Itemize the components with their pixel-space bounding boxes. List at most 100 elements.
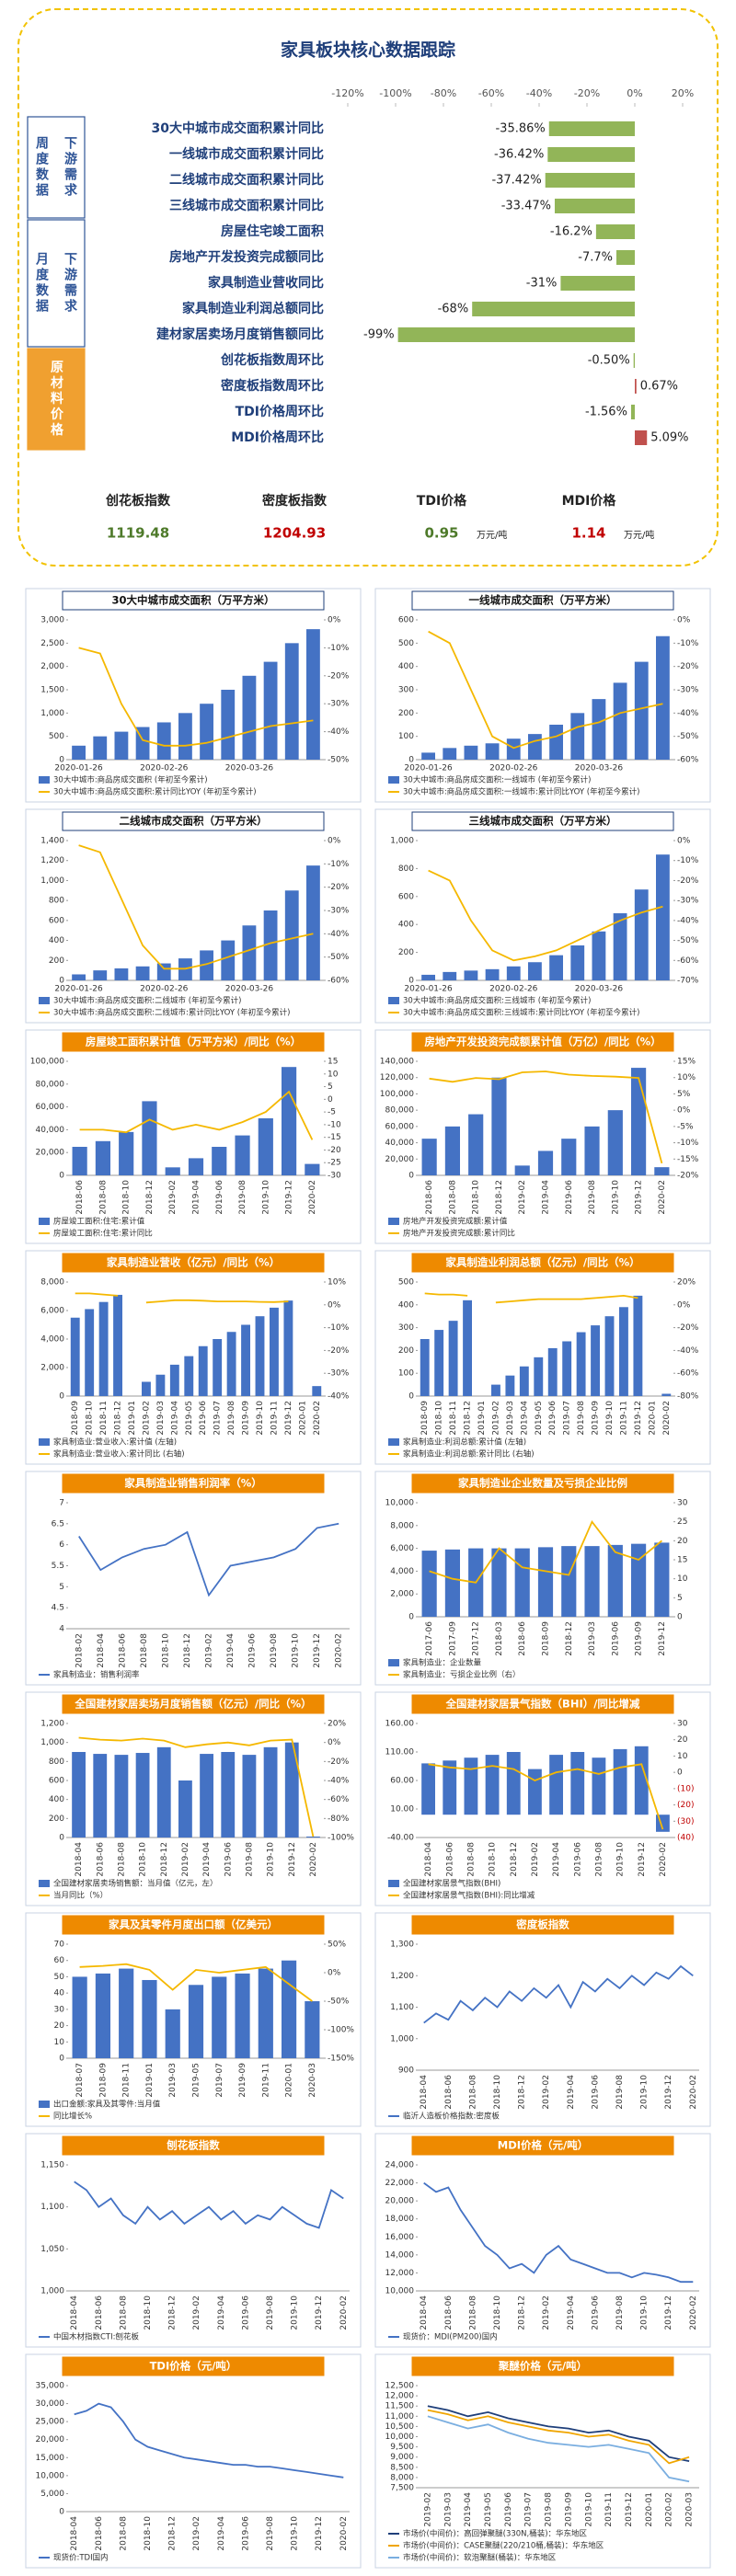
bar [463, 1299, 472, 1396]
x-tick-label: 2018-12 [114, 1401, 123, 1436]
x-tick-label: 2020-02 [335, 1633, 344, 1668]
bar [142, 1101, 157, 1175]
bar [226, 1332, 236, 1396]
x-tick-label: 2019-04 [192, 1180, 201, 1215]
y-tick-label: 200 [398, 709, 414, 718]
y-tick-label: 100 [398, 1369, 414, 1379]
indicator-value: 1.14 [571, 525, 605, 542]
x-tick-label: 2019-04 [217, 2296, 226, 2330]
y-tick-label: 0 [59, 977, 64, 986]
bar [221, 940, 236, 980]
y2-tick-label: -40% [328, 1392, 350, 1402]
y-tick-label: 400 [398, 921, 414, 930]
y-tick-label: 80,000 [36, 1080, 65, 1089]
y2-tick-label: 0% [328, 1300, 341, 1310]
x-tick-label: 2019-06 [241, 2296, 250, 2330]
panel-frame [25, 1029, 362, 1244]
x-tick-label: 2018-09 [542, 1621, 551, 1656]
x-tick-label: 2018-08 [468, 2075, 477, 2110]
bar [114, 731, 129, 760]
y-tick-label: 300 [398, 1323, 414, 1333]
line [428, 630, 663, 750]
x-tick-label: 2019-11 [270, 1401, 279, 1436]
bar [93, 970, 108, 980]
panel-frame [374, 1912, 711, 2127]
legend-label: 房地产开发投资完成额:累计值 [403, 1217, 508, 1227]
title-bar [62, 1915, 325, 1935]
x-tick-label: 2018-08 [119, 2296, 128, 2330]
legend-label: 临沂人造板价格指数:密度板 [403, 2112, 500, 2122]
bar [165, 2009, 180, 2058]
x-tick-label: 2019-04 [226, 1633, 236, 1668]
chart-panel: TDI价格（元/吨） 0 5,000 10,000 15,000 20,000 25,000… [25, 2353, 362, 2569]
x-tick-label: 2019-11 [604, 2492, 614, 2527]
bar [485, 743, 500, 760]
y2-tick-label: -50% [328, 1998, 350, 2007]
y-tick-label: 120,000 [380, 1073, 414, 1082]
x-tick-label: 2019-08 [588, 1180, 597, 1215]
chart-title: 30大中城市成交面积（万平方米） [111, 594, 274, 607]
indicator-unit: 万元/吨 [624, 529, 654, 541]
bar [592, 931, 606, 980]
y-tick-label: 600 [398, 892, 414, 901]
y2-tick-label: -40% [677, 916, 699, 925]
x-tick-label: 2019-06 [591, 2075, 600, 2110]
y-tick-label: 400 [398, 1300, 414, 1310]
y-tick-label: 30,000 [36, 2399, 65, 2409]
bar [421, 1763, 435, 1815]
y-tick-label: 16,000 [385, 2233, 415, 2242]
x-tick-label: 2017-12 [472, 1621, 481, 1656]
y2-tick-label: 0 [677, 1769, 683, 1778]
y2-tick-label: 20% [677, 1278, 696, 1288]
y-tick-label: 1,000 [40, 1738, 64, 1747]
x-tick-label: 2020-01-26 [54, 764, 103, 773]
x-tick-label: 2020-03-26 [225, 764, 274, 773]
y2-tick-label: -10% [328, 860, 350, 869]
x-tick-label: 2019-08 [545, 2492, 554, 2527]
bar [184, 1356, 194, 1396]
y-tick-label: 0 [59, 1834, 64, 1843]
x-tick-label: 2020-03 [685, 2492, 695, 2527]
line [428, 1763, 664, 1830]
bar [156, 963, 171, 980]
x-tick-label: 2018-06 [95, 2296, 104, 2330]
y-tick-label: 2,500 [40, 639, 64, 648]
bar [485, 968, 500, 980]
x-tick-label: 2019-12 [664, 2075, 673, 2110]
y2-tick-label: -60% [328, 1795, 350, 1804]
x-tick-label: 2019-08 [577, 1401, 586, 1436]
y-tick-label: 4,000 [390, 1567, 414, 1576]
y-tick-label: 6 [59, 1540, 64, 1550]
y2-tick-label: -50% [677, 732, 699, 741]
bar [283, 1300, 293, 1396]
y2-tick-label: -5 [328, 1108, 336, 1117]
bar [613, 913, 627, 980]
y-tick-label: 1,000 [390, 2034, 414, 2044]
y2-tick-label: -30% [328, 1369, 350, 1379]
bar [113, 1294, 122, 1396]
bar [656, 635, 670, 760]
line [427, 2409, 690, 2465]
bar [397, 327, 635, 342]
bar [631, 1543, 647, 1617]
x-tick-label: 2019-08 [238, 1180, 247, 1215]
y-tick-label: 500 [398, 639, 414, 648]
y-tick-label: 70 [54, 1941, 65, 1950]
value-label: -35.86% [495, 122, 545, 136]
bar [656, 854, 670, 980]
x-tick-label: 2018-10 [122, 1180, 132, 1215]
chart-panel: 房屋竣工面积累计值（万平方米）/同比（%） 0 20,000 40,000 60,000… [25, 1029, 362, 1244]
bar [221, 1752, 236, 1838]
bar [242, 925, 257, 980]
y2-tick-label: (40) [677, 1834, 694, 1843]
row-label: 一线城市成交面积累计同比 [169, 146, 324, 162]
y-tick-label: -40.00 [387, 1834, 414, 1843]
indicator-value: 0.95 [424, 525, 458, 542]
x-tick-label: 2018-08 [468, 2296, 477, 2330]
legend-label: 30大中城市:商品房成交面积 (年初至今累计) [53, 775, 208, 785]
chart-title: 家具及其零件月度出口额（亿美元） [109, 1918, 278, 1931]
x-tick-label: 2020-02 [689, 2075, 698, 2110]
y2-tick-label: 15 [328, 1058, 338, 1067]
x-tick-label: 2019-02 [531, 1842, 540, 1877]
y-tick-label: 20,000 [385, 1155, 415, 1164]
